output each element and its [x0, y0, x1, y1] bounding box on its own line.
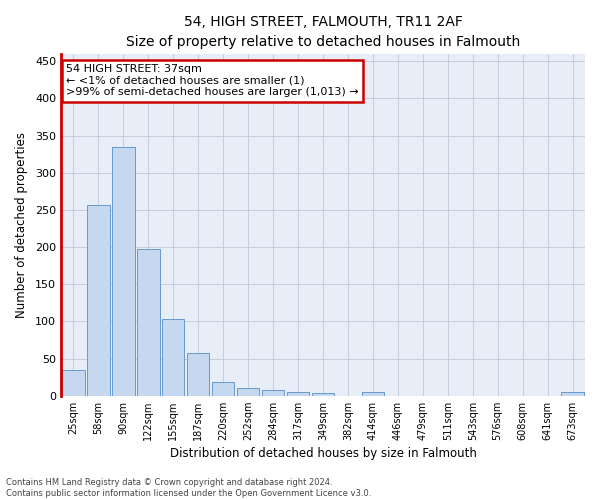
Bar [561, 392, 584, 396]
Y-axis label: Number of detached properties: Number of detached properties [15, 132, 28, 318]
Bar [112, 146, 134, 396]
Bar [287, 392, 309, 396]
Bar [187, 354, 209, 396]
Bar [237, 388, 259, 396]
Bar [137, 250, 160, 396]
Bar [362, 392, 384, 396]
X-axis label: Distribution of detached houses by size in Falmouth: Distribution of detached houses by size … [170, 447, 476, 460]
Bar [212, 382, 235, 396]
Bar [312, 394, 334, 396]
Text: 54 HIGH STREET: 37sqm
← <1% of detached houses are smaller (1)
>99% of semi-deta: 54 HIGH STREET: 37sqm ← <1% of detached … [66, 64, 359, 98]
Bar [162, 319, 184, 396]
Text: Contains HM Land Registry data © Crown copyright and database right 2024.
Contai: Contains HM Land Registry data © Crown c… [6, 478, 371, 498]
Bar [62, 370, 85, 396]
Bar [87, 206, 110, 396]
Title: 54, HIGH STREET, FALMOUTH, TR11 2AF
Size of property relative to detached houses: 54, HIGH STREET, FALMOUTH, TR11 2AF Size… [126, 15, 520, 48]
Bar [262, 390, 284, 396]
